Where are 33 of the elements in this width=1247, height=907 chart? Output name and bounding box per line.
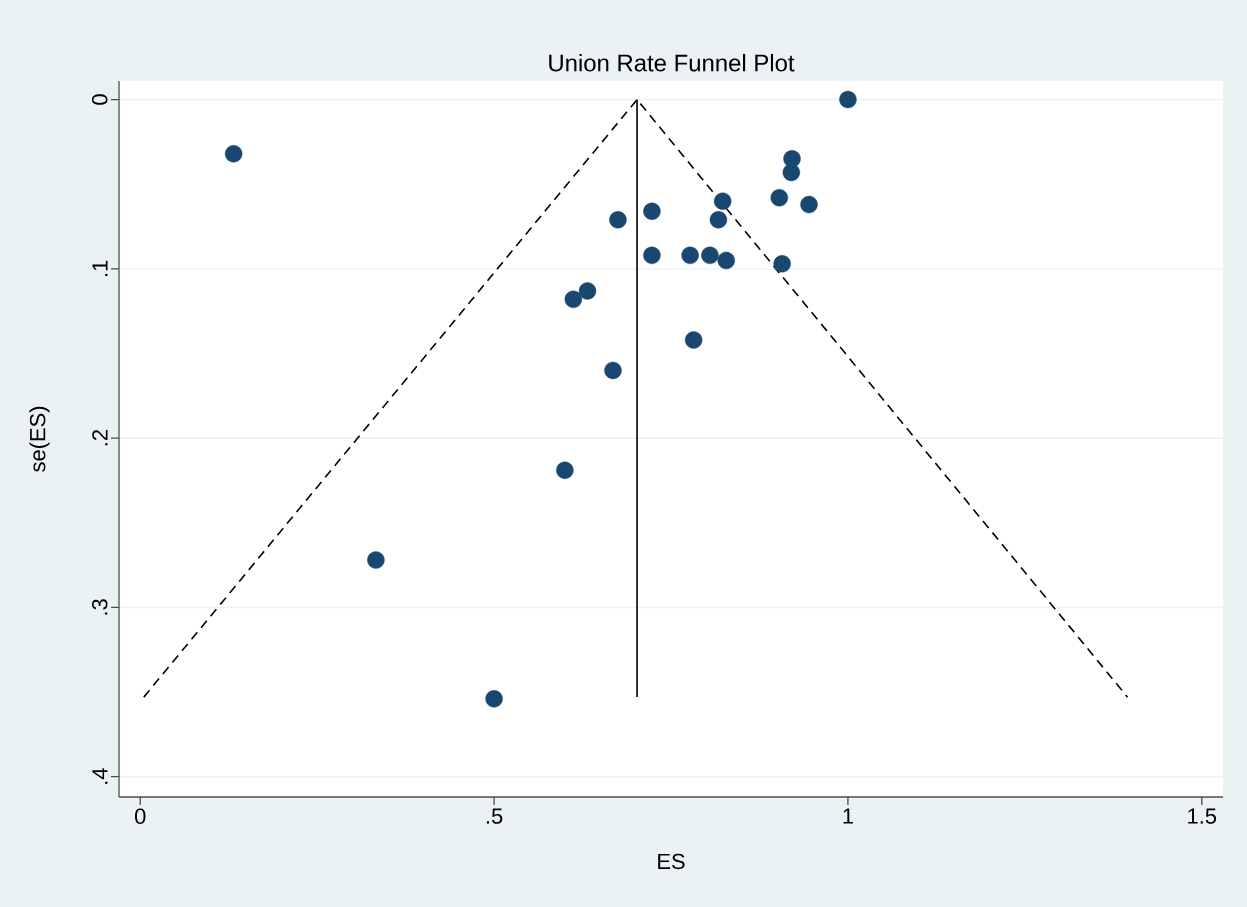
point — [770, 189, 788, 207]
y-tick-label: .2 — [92, 430, 108, 446]
x-axis-title: ES — [658, 853, 685, 870]
point — [800, 195, 818, 214]
point — [839, 90, 857, 109]
x-tick-label: 1.5 — [1188, 808, 1217, 824]
point — [224, 145, 243, 163]
point — [367, 551, 385, 569]
point — [782, 163, 801, 182]
point — [681, 246, 699, 265]
x-tick-label: 0 — [135, 808, 146, 825]
x-tick-label: .5 — [486, 808, 503, 824]
point — [643, 202, 661, 221]
y-tick-label: .1 — [92, 260, 108, 277]
point — [643, 246, 661, 265]
point — [717, 251, 735, 270]
point — [773, 255, 791, 273]
point — [564, 290, 583, 309]
point — [609, 211, 627, 229]
point — [701, 246, 719, 265]
point — [713, 192, 732, 210]
point — [485, 690, 503, 708]
point — [684, 331, 703, 349]
y-tick-label: 0 — [91, 94, 108, 105]
y-tick-label: .4 — [92, 768, 108, 784]
point — [556, 461, 574, 480]
chart-title: Union Rate Funnel Plot — [549, 53, 795, 72]
point — [604, 361, 622, 380]
x-tick-label: 1 — [843, 808, 853, 824]
y-axis-title: se(ES) — [29, 406, 50, 472]
point — [578, 282, 597, 300]
point — [709, 211, 728, 229]
y-tick-label: .3 — [91, 599, 108, 615]
